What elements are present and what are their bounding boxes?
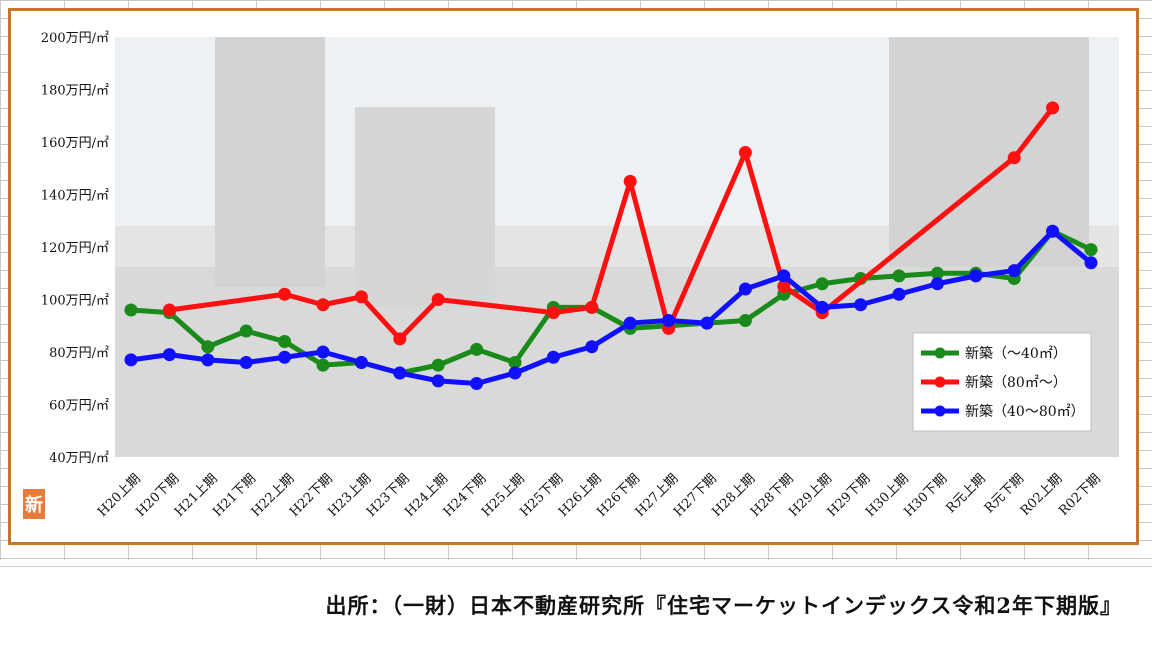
data-point xyxy=(508,366,522,380)
data-point xyxy=(1046,224,1060,238)
data-point xyxy=(1046,101,1060,115)
data-point xyxy=(239,356,253,369)
data-point xyxy=(431,374,445,388)
data-point xyxy=(738,146,752,159)
line-chart: 40万円/㎡ 60万円/㎡ 80万円/㎡ 100万円/㎡ 120万円/㎡ 140万円/㎡ 1… xyxy=(41,31,1119,520)
data-point xyxy=(546,350,560,364)
data-point xyxy=(124,303,138,317)
data-point xyxy=(969,269,983,283)
data-point xyxy=(124,353,138,367)
x-tick-label: H30下期 xyxy=(902,471,951,520)
data-point xyxy=(738,314,752,327)
data-point xyxy=(777,279,791,293)
y-tick-label: 40万円/㎡ xyxy=(49,451,109,466)
data-point xyxy=(623,174,637,188)
data-point xyxy=(892,287,906,301)
legend-marker xyxy=(934,405,946,417)
legend-label: 新築（～40㎡） xyxy=(965,346,1067,362)
data-point xyxy=(316,358,330,372)
data-point xyxy=(393,332,407,346)
data-point xyxy=(662,314,676,327)
y-tick-label: 100万円/㎡ xyxy=(41,294,109,309)
data-point xyxy=(162,348,176,362)
data-point xyxy=(278,287,292,301)
x-tick-label: R元上期 xyxy=(944,471,989,516)
separator-line xyxy=(0,566,1152,567)
data-point xyxy=(431,358,445,372)
data-point xyxy=(700,316,714,330)
legend-marker xyxy=(934,376,946,388)
data-point xyxy=(162,303,176,317)
data-point xyxy=(278,335,292,348)
y-tick-label: 200万円/㎡ xyxy=(41,31,109,46)
plot-building xyxy=(355,107,495,307)
data-point xyxy=(354,290,368,304)
data-point xyxy=(854,298,868,312)
plot-building xyxy=(215,37,325,287)
data-point xyxy=(930,266,944,280)
data-point xyxy=(930,277,944,291)
data-point xyxy=(393,366,407,380)
data-point xyxy=(623,316,637,330)
chart-frame: 40万円/㎡ 60万円/㎡ 80万円/㎡ 100万円/㎡ 120万円/㎡ 140万円/㎡ 1… xyxy=(8,8,1139,545)
data-point xyxy=(470,377,484,390)
data-point xyxy=(1084,243,1098,257)
data-point xyxy=(470,342,484,356)
data-point xyxy=(738,282,752,296)
data-point xyxy=(815,300,829,314)
data-point xyxy=(201,353,215,367)
y-tick-label: 160万円/㎡ xyxy=(41,136,109,151)
y-tick-label: 60万円/㎡ xyxy=(49,399,109,414)
data-point xyxy=(546,306,560,320)
data-point xyxy=(316,345,330,359)
legend-label: 新築（80㎡～） xyxy=(965,375,1067,391)
data-point xyxy=(316,298,330,312)
data-point xyxy=(239,324,253,338)
data-point xyxy=(585,340,599,354)
y-tick-label: 80万円/㎡ xyxy=(49,346,109,361)
x-tick-label: R02下期 xyxy=(1056,471,1104,519)
data-point xyxy=(431,293,445,306)
source-note: 出所：（一財）日本不動産研究所『住宅マーケットインデックス令和2年下期版』 xyxy=(325,593,1122,618)
data-point xyxy=(1007,151,1021,165)
legend-marker xyxy=(934,347,946,359)
legend-label: 新築（40～80㎡） xyxy=(965,404,1085,420)
data-point xyxy=(815,277,829,291)
data-point xyxy=(585,300,599,314)
data-point xyxy=(201,340,215,354)
y-tick-label: 120万円/㎡ xyxy=(41,241,109,256)
data-point xyxy=(1084,256,1098,270)
new-badge: 新 xyxy=(23,489,45,519)
y-tick-label: 140万円/㎡ xyxy=(41,189,109,204)
y-tick-label: 180万円/㎡ xyxy=(41,84,109,99)
data-point xyxy=(892,269,906,283)
data-point xyxy=(1007,264,1021,278)
data-point xyxy=(354,356,368,369)
data-point xyxy=(508,356,522,369)
data-point xyxy=(777,269,791,283)
data-point xyxy=(278,350,292,364)
